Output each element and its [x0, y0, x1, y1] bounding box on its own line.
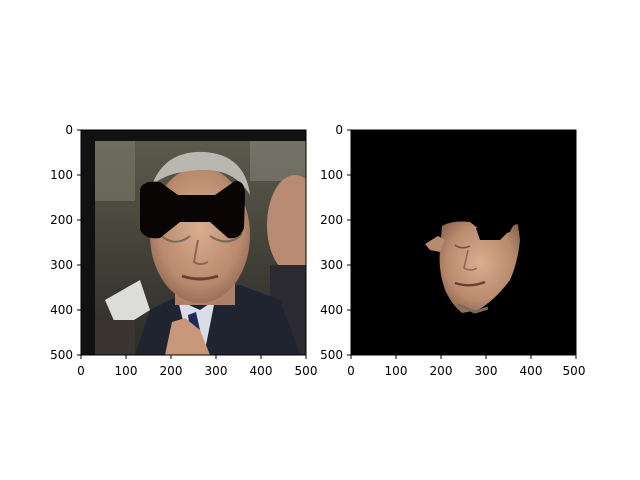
- right-x-axis: 0 100 200 300 400 500: [347, 355, 585, 378]
- left-xtick-label: 0: [77, 364, 85, 378]
- right-xtick-label: 500: [563, 364, 586, 378]
- right-ytick-label: 400: [320, 303, 343, 317]
- left-ytick-label: 200: [50, 213, 73, 227]
- right-ytick-label: 0: [335, 123, 343, 137]
- right-axes-frame: [350, 129, 577, 356]
- right-panel: 0 100 200 300 400 500 0 100 200 300 400 …: [320, 123, 585, 378]
- left-y-axis: 0 100 200 300 400 500: [50, 123, 81, 362]
- left-ytick-label: 400: [50, 303, 73, 317]
- left-ytick-label: 500: [50, 348, 73, 362]
- right-xtick-label: 400: [520, 364, 543, 378]
- right-ytick-label: 500: [320, 348, 343, 362]
- left-xtick-label: 400: [250, 364, 273, 378]
- left-ytick-label: 300: [50, 258, 73, 272]
- right-y-axis: 0 100 200 300 400 500: [320, 123, 351, 362]
- left-xtick-label: 200: [160, 364, 183, 378]
- right-xtick-label: 0: [347, 364, 355, 378]
- segmented-face-image: [351, 130, 576, 355]
- occlusion-mask: [140, 180, 245, 239]
- left-ytick-label: 100: [50, 168, 73, 182]
- left-x-axis: 0 100 200 300 400 500: [77, 355, 317, 378]
- left-xtick-label: 500: [295, 364, 318, 378]
- right-ytick-label: 100: [320, 168, 343, 182]
- left-axes-frame: [80, 129, 307, 356]
- masked-photo-image: [81, 130, 306, 355]
- left-xtick-label: 300: [205, 364, 228, 378]
- left-ytick-label: 0: [65, 123, 73, 137]
- right-xtick-label: 100: [385, 364, 408, 378]
- right-xtick-label: 300: [475, 364, 498, 378]
- left-panel: 0 100 200 300 400 500 0 100 200 300 400 …: [50, 123, 317, 378]
- right-xtick-label: 200: [430, 364, 453, 378]
- left-xtick-label: 100: [115, 364, 138, 378]
- right-ytick-label: 300: [320, 258, 343, 272]
- face-segment: [439, 221, 520, 313]
- right-ytick-label: 200: [320, 213, 343, 227]
